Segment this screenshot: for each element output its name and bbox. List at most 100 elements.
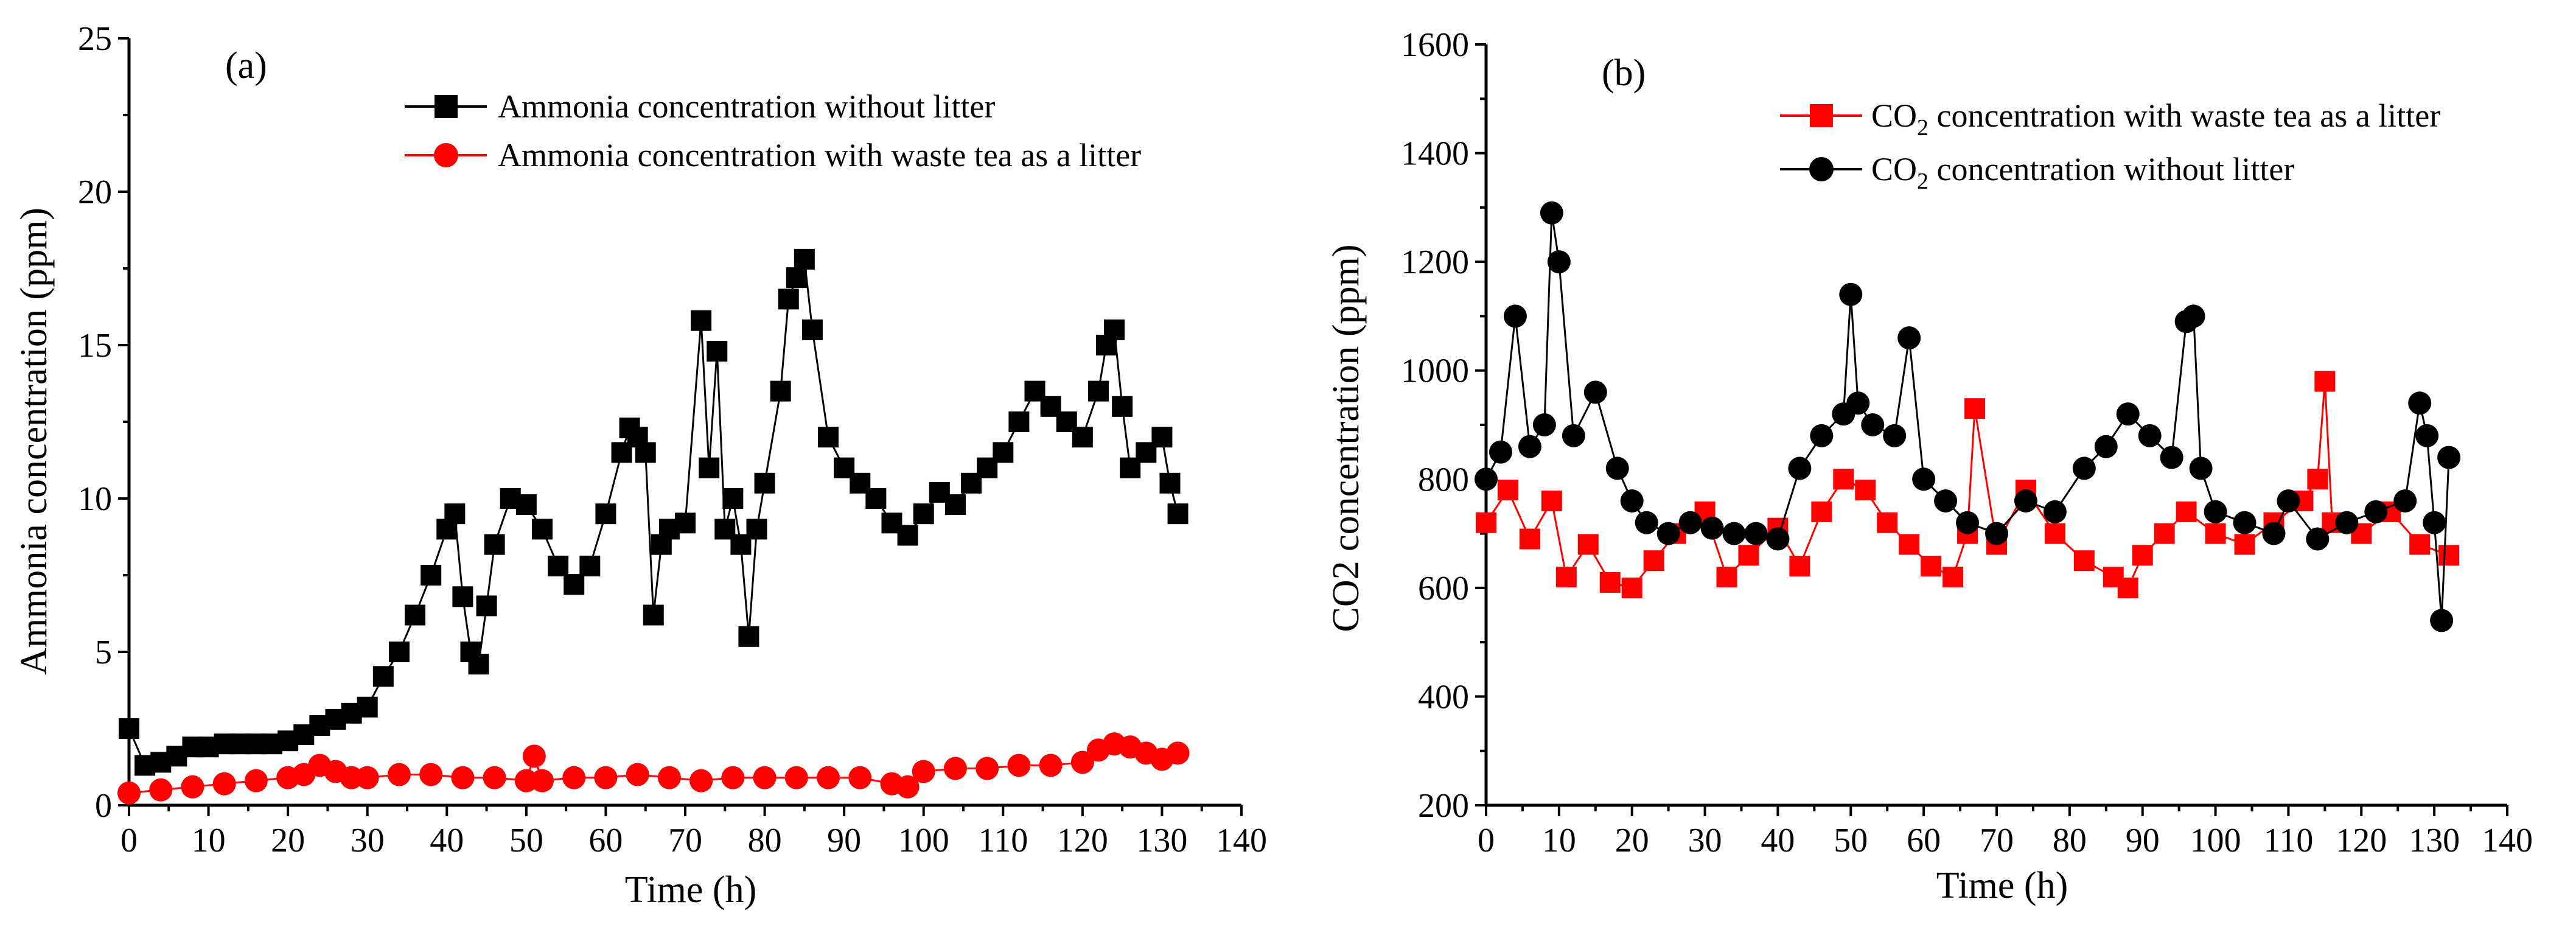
data-point-square bbox=[444, 503, 466, 525]
x-tick-label: 40 bbox=[1761, 822, 1795, 859]
x-tick-label: 80 bbox=[748, 822, 782, 859]
data-point-circle bbox=[117, 781, 141, 805]
data-point-circle bbox=[1489, 440, 1512, 464]
data-point-square bbox=[1555, 567, 1577, 587]
data-point-circle bbox=[1070, 750, 1094, 774]
data-point-circle bbox=[2437, 446, 2461, 469]
x-tick-label: 100 bbox=[898, 822, 949, 859]
data-point-circle bbox=[817, 766, 840, 789]
data-point-square bbox=[1072, 427, 1093, 448]
data-point-circle bbox=[244, 769, 268, 792]
data-point-circle bbox=[976, 757, 999, 780]
data-point-circle bbox=[1583, 380, 1607, 404]
panel-b-legend-2-suffix: concentration without litter bbox=[1929, 151, 2294, 187]
data-point-square bbox=[1899, 534, 1920, 555]
data-point-circle bbox=[1846, 391, 1870, 415]
data-point-circle bbox=[626, 763, 649, 786]
data-point-circle bbox=[522, 744, 546, 768]
data-point-square bbox=[1833, 469, 1854, 490]
data-point-circle bbox=[1635, 511, 1658, 534]
data-point-circle bbox=[2182, 304, 2205, 328]
data-point-square bbox=[897, 525, 918, 546]
data-point-circle bbox=[943, 757, 967, 780]
data-point-circle bbox=[1912, 467, 1936, 491]
panel-b-legend-1-sub: 2 bbox=[1917, 115, 1929, 141]
data-point-circle bbox=[1503, 304, 1527, 328]
data-point-square bbox=[1621, 577, 1642, 598]
data-point-circle bbox=[2204, 500, 2227, 523]
y-tick-label: 25 bbox=[78, 20, 112, 58]
panel-b-x-axis-title: Time (h) bbox=[1936, 865, 2068, 906]
data-point-circle bbox=[419, 763, 443, 786]
data-point-circle bbox=[2364, 500, 2388, 523]
data-point-circle bbox=[1883, 424, 1907, 447]
data-point-circle bbox=[1985, 522, 2008, 545]
x-tick-label: 0 bbox=[120, 822, 138, 859]
data-point-square bbox=[643, 604, 664, 626]
panel-a-x-axis-title: Time (h) bbox=[625, 869, 756, 911]
panel-b-axes: 0 10 20 30 40 50 60 70 80 90 100 110 120 130 140 200 400… bbox=[1401, 26, 2533, 859]
panel-b: (b) 0 10 20 30 40 50 60 70 80 90 100 110 120 130 140 20… bbox=[1325, 26, 2533, 906]
series-line-1 bbox=[128, 256, 1179, 767]
data-point-square bbox=[1921, 556, 1942, 577]
data-point-square bbox=[1789, 556, 1810, 577]
data-point-square bbox=[770, 380, 791, 402]
legend-circle-marker-icon bbox=[1809, 157, 1834, 181]
data-point-square bbox=[2438, 545, 2460, 566]
data-point-square bbox=[786, 267, 807, 289]
data-point-square bbox=[794, 248, 815, 270]
x-tick-label: 60 bbox=[1907, 822, 1941, 859]
x-tick-label: 0 bbox=[1478, 822, 1495, 859]
x-tick-label: 70 bbox=[1980, 822, 2014, 859]
x-tick-label: 100 bbox=[2190, 822, 2241, 859]
x-tick-label: 20 bbox=[1615, 822, 1649, 859]
data-point-square bbox=[1643, 550, 1664, 572]
data-point-circle bbox=[530, 769, 554, 792]
x-tick-label: 90 bbox=[827, 822, 861, 859]
data-point-square bbox=[1716, 567, 1737, 587]
data-point-square bbox=[579, 555, 601, 576]
data-point-square bbox=[675, 512, 696, 534]
data-point-square bbox=[913, 503, 934, 525]
data-point-square bbox=[119, 718, 139, 739]
data-point-circle bbox=[2043, 500, 2067, 523]
x-tick-label: 120 bbox=[2336, 822, 2387, 859]
x-tick-label: 110 bbox=[2263, 822, 2313, 859]
data-point-square bbox=[484, 534, 505, 555]
data-point-circle bbox=[181, 775, 204, 799]
data-point-circle bbox=[2335, 511, 2359, 534]
data-point-square bbox=[2154, 523, 2175, 544]
data-point-circle bbox=[1475, 467, 1498, 491]
data-point-circle bbox=[1810, 424, 1834, 447]
data-point-circle bbox=[1956, 511, 1980, 534]
data-point-circle bbox=[514, 769, 538, 792]
data-point-circle bbox=[2189, 457, 2213, 480]
data-point-circle bbox=[2408, 391, 2432, 415]
data-point-square bbox=[1855, 480, 1876, 501]
panel-b-legend-2-sub: 2 bbox=[1917, 169, 1929, 194]
data-point-circle bbox=[2094, 435, 2118, 458]
data-point-square bbox=[691, 310, 712, 331]
data-point-square bbox=[357, 696, 378, 718]
data-point-square bbox=[1942, 567, 1964, 587]
y-tick-label: 20 bbox=[78, 173, 112, 211]
data-point-circle bbox=[451, 766, 475, 789]
data-point-square bbox=[778, 289, 799, 310]
data-point-square bbox=[722, 488, 744, 509]
panel-b-legend: CO2 concentration with waste tea as a li… bbox=[1780, 97, 2440, 194]
panel-a: (a) 0 10 20 30 40 50 60 70 80 90 100 110 120 130 140 0 5… bbox=[13, 20, 1267, 911]
panel-a-y-axis-title: Ammonia concentration (ppm) bbox=[13, 208, 55, 675]
x-tick-label: 130 bbox=[2409, 822, 2460, 859]
data-point-circle bbox=[1166, 741, 1190, 765]
data-point-circle bbox=[1934, 489, 1958, 512]
data-point-circle bbox=[2138, 424, 2162, 447]
data-point-square bbox=[707, 341, 728, 362]
data-point-square bbox=[1151, 427, 1173, 448]
data-point-circle bbox=[1562, 424, 1585, 447]
panel-a-series bbox=[117, 248, 1190, 805]
data-point-square bbox=[515, 494, 537, 516]
data-point-circle bbox=[2262, 522, 2286, 545]
x-tick-label: 50 bbox=[1834, 822, 1868, 859]
data-point-square bbox=[388, 642, 410, 662]
